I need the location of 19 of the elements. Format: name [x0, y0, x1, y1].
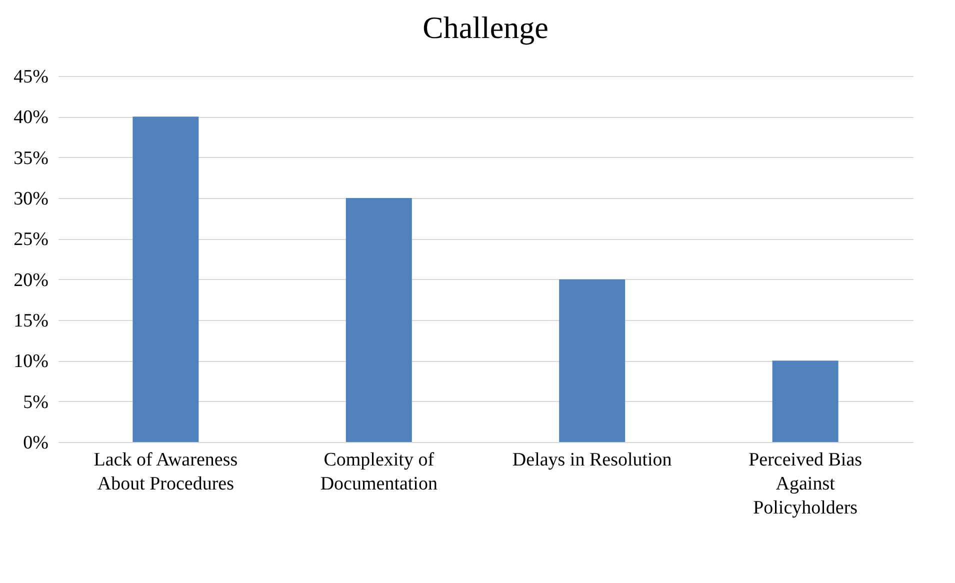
y-tick-label: 15%	[14, 310, 49, 332]
bar	[346, 198, 412, 442]
bar	[559, 279, 626, 442]
y-tick-label: 20%	[14, 270, 49, 291]
bar	[132, 116, 199, 442]
x-tick-label: Perceived Bias Against Policyholders	[748, 450, 862, 518]
y-tick-label: 45%	[14, 66, 49, 88]
x-tick-label: Complexity of Documentation	[320, 450, 438, 494]
y-tick-label: 0%	[23, 432, 49, 454]
bar	[772, 360, 838, 442]
x-tick-label: Lack of Awareness About Procedures	[94, 450, 238, 494]
chart-title: Challenge	[422, 10, 548, 45]
y-tick-label: 40%	[14, 107, 49, 128]
y-tick-label: 25%	[14, 229, 49, 250]
y-tick-label: 35%	[14, 148, 49, 169]
x-tick-label: Delays in Resolution	[512, 450, 672, 470]
y-tick-label: 30%	[14, 188, 49, 210]
y-tick-label: 10%	[14, 351, 49, 372]
y-tick-label: 5%	[23, 392, 49, 413]
